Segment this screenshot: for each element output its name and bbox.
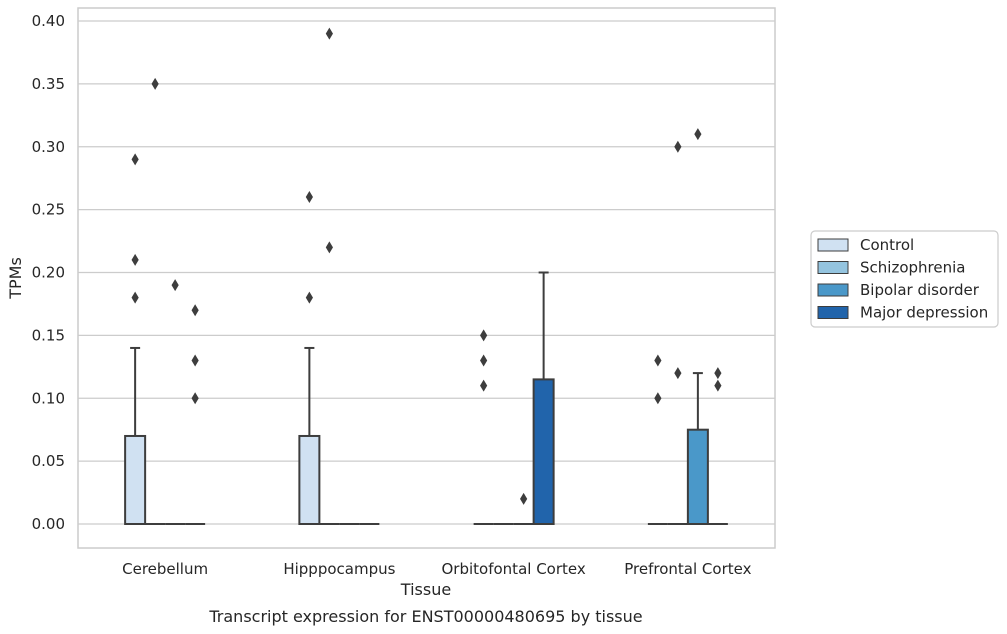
box-body xyxy=(532,378,555,526)
legend-label: Major depression xyxy=(860,304,988,322)
legend-label: Control xyxy=(860,236,914,254)
box-schizophrenia xyxy=(319,27,340,525)
outlier-point xyxy=(654,392,662,405)
x-axis-label: Tissue xyxy=(400,580,451,599)
legend-swatch xyxy=(817,283,849,297)
outlier-point xyxy=(151,77,159,90)
box-control xyxy=(473,329,494,525)
outlier-point xyxy=(694,128,702,141)
box-control xyxy=(298,191,321,526)
legend-label: Bipolar disorder xyxy=(860,281,980,299)
y-tick-label: 0.15 xyxy=(32,326,65,344)
outlier-point xyxy=(191,354,199,367)
outlier-point xyxy=(674,140,682,153)
grid-lines xyxy=(78,20,775,525)
y-tick-label: 0.25 xyxy=(32,201,65,219)
box-control xyxy=(124,153,147,526)
y-tick-label: 0.40 xyxy=(32,12,65,30)
outlier-point xyxy=(674,367,682,380)
legend-swatch xyxy=(817,261,849,274)
outlier-point xyxy=(131,253,139,266)
outlier-point xyxy=(480,329,488,342)
box-major-depression xyxy=(185,304,206,525)
y-tick-label: 0.35 xyxy=(32,75,65,93)
box-schizophrenia xyxy=(667,140,688,525)
outlier-point xyxy=(714,367,722,380)
outlier-point xyxy=(191,304,199,317)
outlier-point xyxy=(654,354,662,367)
plot-frame xyxy=(77,7,776,549)
box-body xyxy=(686,428,709,525)
outlier-point xyxy=(325,241,333,254)
x-tick-label: Prefrontal Cortex xyxy=(624,560,751,578)
plot-border xyxy=(77,7,776,549)
box-body xyxy=(298,434,321,526)
x-tick-label: Orbitofontal Cortex xyxy=(442,560,586,578)
legend-label: Schizophrenia xyxy=(860,259,965,277)
outlier-point xyxy=(131,153,139,166)
y-tick-label: 0.30 xyxy=(32,138,65,156)
y-axis-label: TPMs xyxy=(6,257,25,300)
legend-box xyxy=(810,230,999,328)
legend-swatch xyxy=(817,238,849,252)
outlier-point xyxy=(325,27,333,40)
box-bipolar-disorder xyxy=(686,128,709,525)
box-control xyxy=(647,354,668,525)
outlier-point xyxy=(131,291,139,304)
boxes xyxy=(124,27,728,526)
box-major-depression xyxy=(532,271,555,526)
outlier-point xyxy=(191,392,199,405)
outlier-point xyxy=(480,354,488,367)
box-body xyxy=(124,434,147,526)
box-bipolar-disorder xyxy=(513,492,534,525)
outlier-point xyxy=(171,279,179,292)
box-major-depression xyxy=(707,367,728,525)
y-tick-label: 0.10 xyxy=(32,389,65,407)
figure-caption: Transcript expression for ENST0000048069… xyxy=(208,607,642,626)
outlier-point xyxy=(520,492,528,505)
y-tick-label: 0.00 xyxy=(32,515,65,533)
legend-swatch xyxy=(817,306,849,319)
outlier-point xyxy=(480,379,488,392)
box-bipolar-disorder xyxy=(165,279,186,525)
x-tick-label: Hipppocampus xyxy=(283,560,395,578)
x-tick-labels: Cerebellum Hipppocampus Orbitofontal Corte… xyxy=(122,560,751,578)
outlier-point xyxy=(305,191,313,204)
legend: Control Schizophrenia Bipolar disorder Majo… xyxy=(810,230,999,328)
outlier-point xyxy=(305,291,313,304)
x-tick-label: Cerebellum xyxy=(122,560,208,578)
box-schizophrenia xyxy=(145,77,166,525)
y-tick-label: 0.20 xyxy=(32,264,65,282)
outlier-point xyxy=(714,379,722,392)
y-tick-labels: 0.00 0.05 0.10 0.15 0.20 0.25 0.30 0.35 0.40 xyxy=(32,12,65,533)
y-tick-label: 0.05 xyxy=(32,452,65,470)
